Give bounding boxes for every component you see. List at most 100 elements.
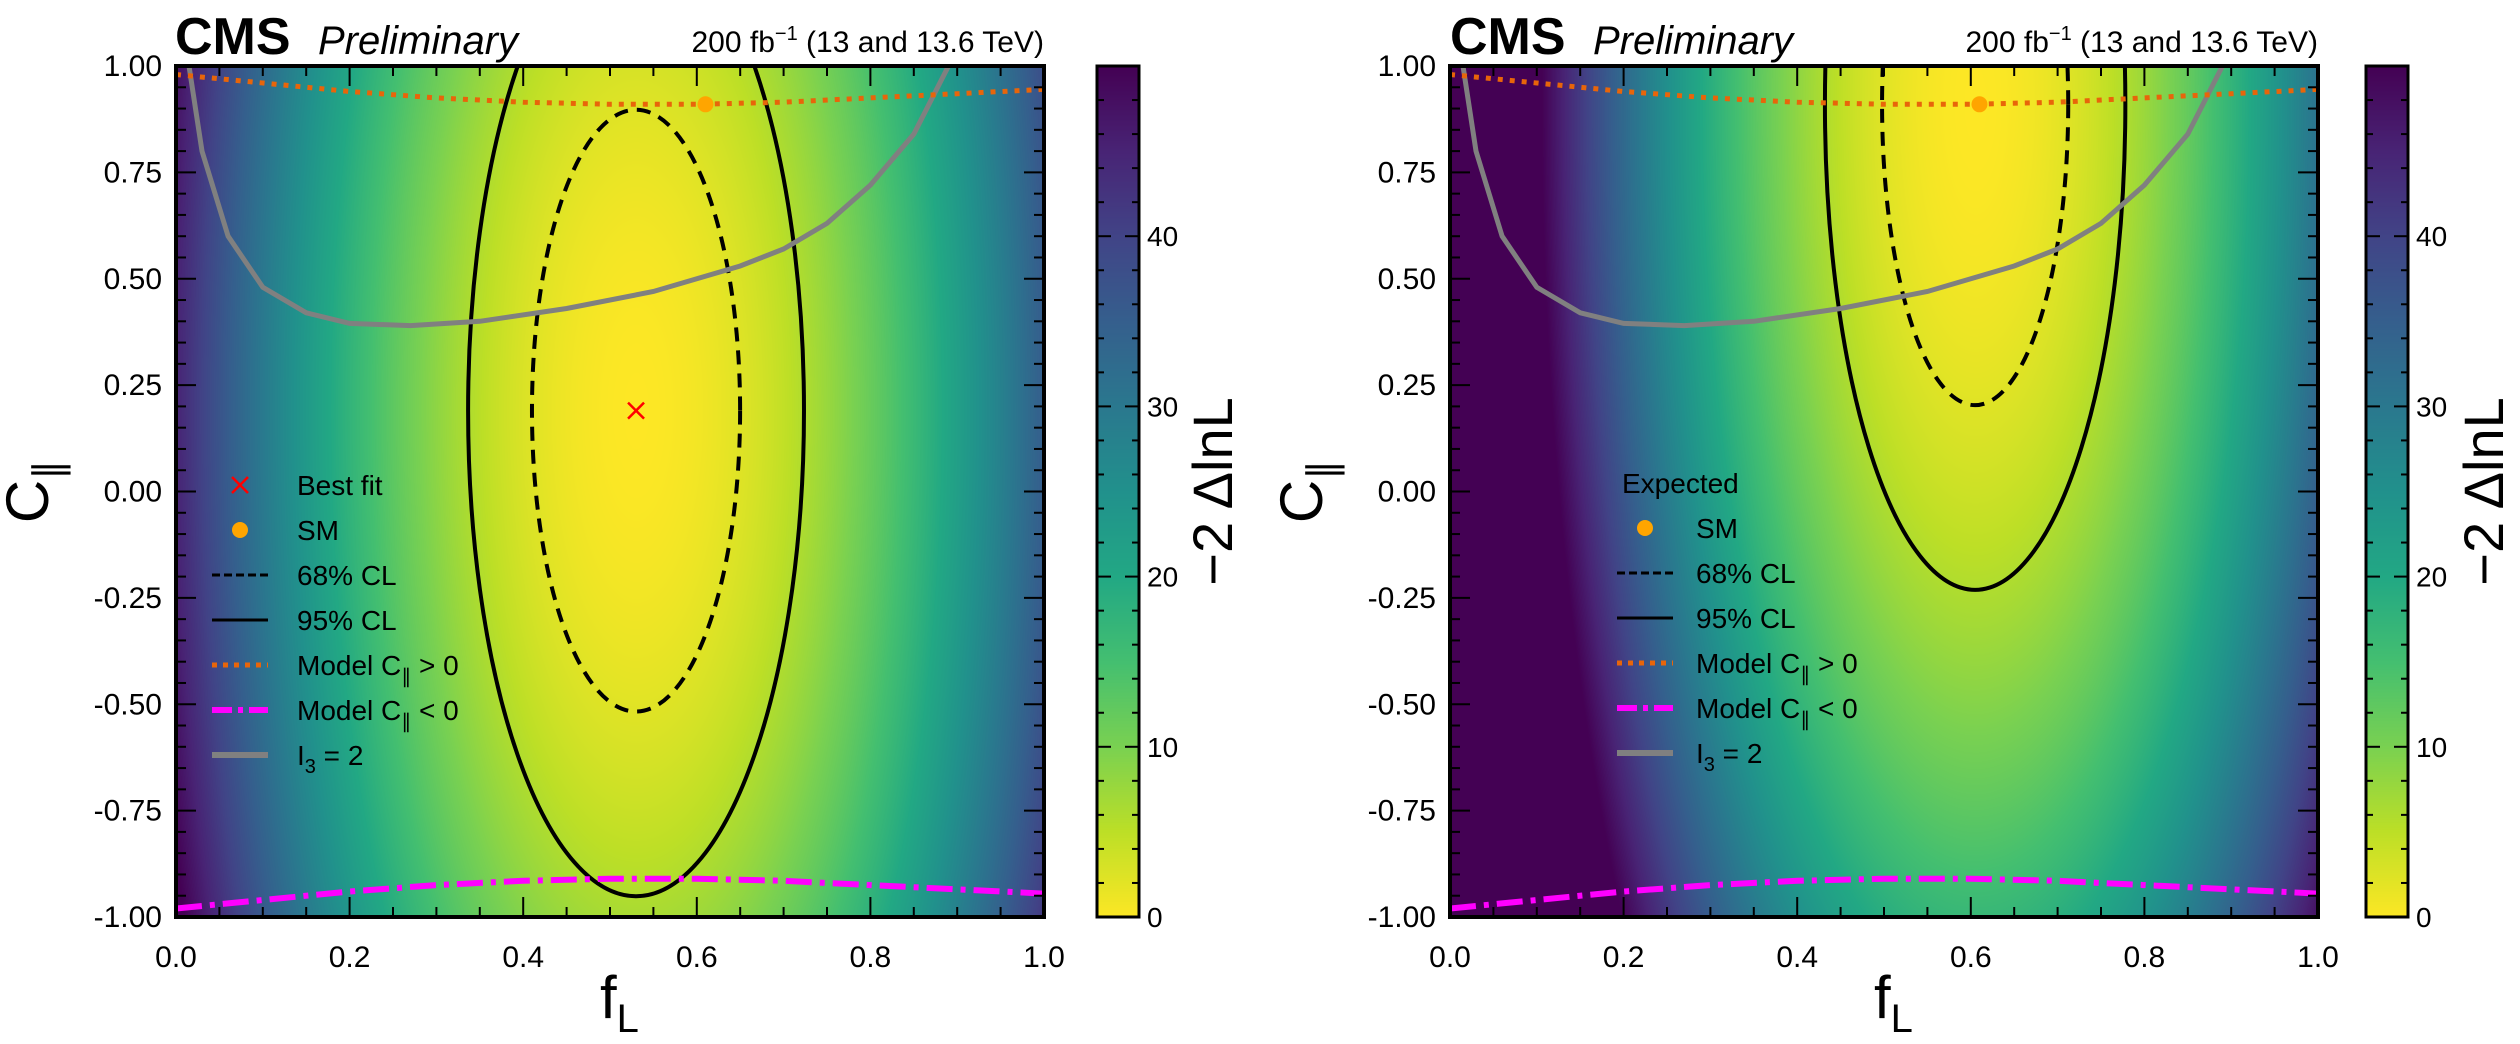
legend-label-sub: ∥: [1800, 709, 1810, 731]
lumi-label: 200 fb−1 (13 and 13.6 TeV): [691, 23, 1044, 59]
x-tick-label: 0.2: [329, 941, 371, 974]
legend-label: 68% CL: [297, 560, 397, 591]
legend-entry-cl68: 68% CL: [212, 560, 397, 591]
plot-area: [176, 66, 1044, 912]
colorbar-tick-label: 40: [2416, 221, 2447, 252]
y-tick-label: 0.50: [1378, 263, 1436, 296]
y-axis-label-sub: ∥: [27, 460, 71, 480]
legend-entry-i3: I3 = 2: [212, 740, 363, 778]
legend-label-text: SM: [1696, 513, 1738, 544]
x-tick-label: 0.8: [2124, 941, 2166, 974]
y-tick-label: -0.50: [94, 688, 162, 721]
curve-model-pos: [176, 72, 1044, 107]
legend-label-text: Model C: [1696, 648, 1800, 679]
y-tick-label: 0.50: [104, 263, 162, 296]
legend-label-text: 95% CL: [297, 605, 397, 636]
contour-cl95: [466, 66, 806, 899]
legend-label-sub: ∥: [401, 666, 411, 688]
colorbar-tick-label: 20: [2416, 562, 2447, 593]
curve-model-neg: [176, 875, 1044, 912]
energy-label: (13 and 13.6 TeV): [2072, 26, 2318, 59]
legend-entry-sm: SM: [232, 515, 339, 546]
legend-header: Expected: [1622, 468, 1739, 499]
legend-entry-cl68: 68% CL: [1617, 558, 1796, 589]
status-label: Preliminary: [1593, 19, 1796, 63]
legend-label-suffix: > 0: [411, 650, 458, 681]
colorbar-label: −2 ΔlnL: [2452, 397, 2515, 585]
y-tick-label: 0.75: [104, 156, 162, 189]
x-tick-label: 0.6: [1950, 941, 1992, 974]
legend-label-text: I: [1696, 738, 1704, 769]
status-label: Preliminary: [318, 19, 521, 63]
colorbar-tick-label: 10: [1147, 732, 1178, 763]
legend-label-sub: ∥: [1800, 664, 1810, 686]
legend-label-sub: ∥: [401, 711, 411, 733]
legend-label: 95% CL: [1696, 603, 1796, 634]
contour-cl68: [529, 107, 743, 714]
experiment-label: CMS: [1450, 8, 1566, 66]
x-axis-label: fL: [600, 964, 639, 1041]
lumi-exponent: −1: [775, 23, 798, 45]
legend-label-suffix: < 0: [411, 695, 458, 726]
lumi-value: 200 fb: [691, 26, 774, 59]
colorbar-tick-label: 20: [1147, 562, 1178, 593]
legend-label-sub: 3: [305, 756, 316, 778]
y-tick-label: -0.50: [1368, 688, 1436, 721]
legend-label: Model C∥ < 0: [297, 695, 459, 733]
colorbar-label: −2 ΔlnL: [1181, 397, 1244, 585]
y-tick-label: -0.75: [1368, 795, 1436, 828]
colorbar-tick-label: 30: [2416, 391, 2447, 422]
x-tick-label: 1.0: [2297, 941, 2339, 974]
y-tick-label: -1.00: [1368, 901, 1436, 934]
x-axis-label-sub: L: [617, 997, 639, 1041]
legend-entry-sm: SM: [1637, 513, 1738, 544]
sm-point: [1971, 96, 1988, 113]
legend-label-suffix: < 0: [1810, 693, 1857, 724]
y-axis-label: C∥: [1268, 460, 1345, 523]
legend-label-text: I: [297, 740, 305, 771]
legend-label-text: Model C: [1696, 693, 1800, 724]
legend-label: 68% CL: [1696, 558, 1796, 589]
legend-label: Model C∥ < 0: [1696, 693, 1858, 731]
sm-icon: [232, 522, 248, 538]
x-tick-label: 0.4: [502, 941, 544, 974]
x-tick-label: 1.0: [1023, 941, 1065, 974]
sm-icon: [1637, 520, 1653, 536]
legend-label-text: 95% CL: [1696, 603, 1796, 634]
sm-point: [697, 96, 714, 113]
colorbar-tick-label: 40: [1147, 221, 1178, 252]
legend-entry-model_pos: Model C∥ > 0: [212, 650, 459, 688]
panel-1: 0.0 0.2 0.4 0.6 0.8 1.0 1.00 0.75 0.50 0.25 0.00 -0…: [1268, 8, 2515, 1041]
y-tick-label: -0.75: [94, 795, 162, 828]
best-fit-marker: [627, 401, 645, 420]
colorbar-tick-label: 30: [1147, 391, 1178, 422]
y-axis-label-sub: ∥: [1301, 460, 1345, 480]
colorbar-tick-label: 0: [1147, 902, 1163, 933]
y-axis-label: C∥: [0, 460, 71, 523]
legend-entry-model_neg: Model C∥ < 0: [1617, 693, 1858, 731]
y-tick-label: 1.00: [1378, 50, 1436, 83]
legend-label-suffix: = 2: [1715, 738, 1762, 769]
colorbar-frame: [1095, 64, 1141, 919]
x-tick-label: 0.4: [1776, 941, 1818, 974]
y-tick-label: -1.00: [94, 901, 162, 934]
lumi-label: 200 fb−1 (13 and 13.6 TeV): [1965, 23, 2318, 59]
legend-label: Model C∥ > 0: [297, 650, 459, 688]
x-tick-label: 0.8: [850, 941, 892, 974]
y-tick-label: -0.25: [94, 582, 162, 615]
heatmap-observed: [176, 66, 1044, 917]
colorbar-tick-label: 10: [2416, 732, 2447, 763]
legend-label-text: 68% CL: [297, 560, 397, 591]
legend-label: Model C∥ > 0: [1696, 648, 1858, 686]
legend-label-text: SM: [297, 515, 339, 546]
legend-label: SM: [297, 515, 339, 546]
colorbar-expected: [2366, 66, 2408, 917]
x-tick-label: 0.2: [1603, 941, 1645, 974]
energy-label: (13 and 13.6 TeV): [798, 26, 1044, 59]
colorbar-frame: [2364, 64, 2410, 919]
experiment-label: CMS: [175, 8, 291, 66]
legend-label-text: Best fit: [297, 470, 383, 501]
lumi-exponent: −1: [2049, 23, 2072, 45]
